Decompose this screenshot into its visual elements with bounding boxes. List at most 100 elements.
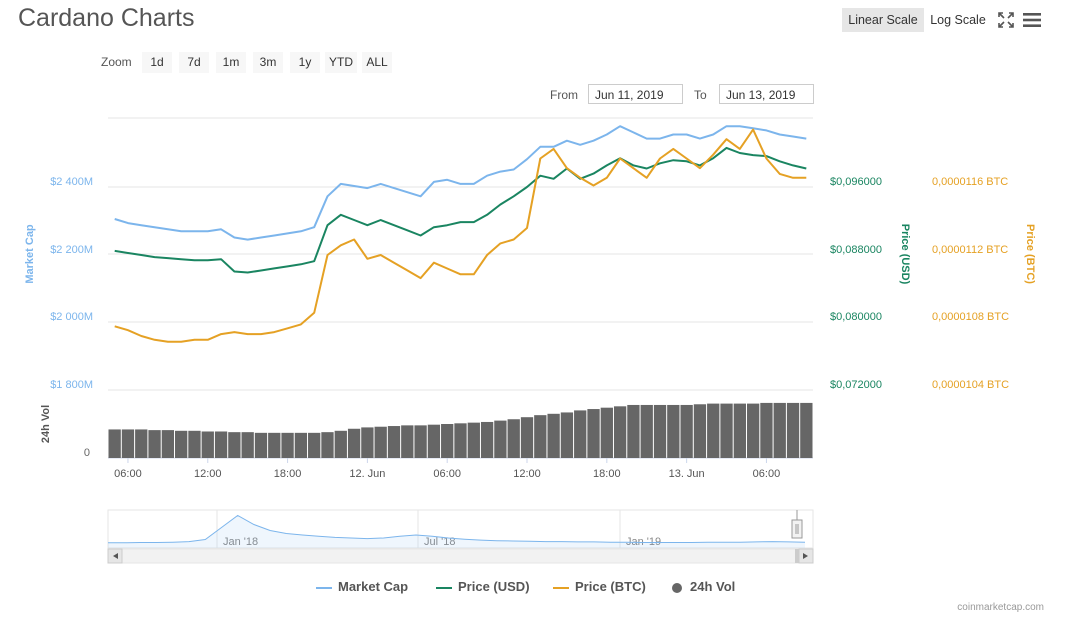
price-usd-tick-label: $0,088000	[830, 244, 882, 256]
volume-bar	[627, 404, 640, 458]
volume-bar	[480, 421, 494, 458]
x-tick-label: 13. Jun	[669, 468, 705, 480]
legend-price-btc[interactable]: Price (BTC)	[553, 579, 646, 594]
volume-bar	[201, 431, 214, 458]
zoom-7d-button[interactable]: 7d	[179, 52, 209, 73]
price-btc-line	[114, 128, 807, 343]
volume-bar	[308, 432, 321, 458]
price-usd-tick-label: $0,096000	[830, 176, 882, 188]
to-label: To	[694, 88, 707, 102]
volume-bar	[467, 422, 480, 458]
volume-bar	[294, 432, 308, 458]
volume-bar	[441, 424, 454, 458]
scroll-right-arrow-icon	[803, 553, 808, 559]
legend-24h-vol[interactable]: 24h Vol	[672, 579, 735, 594]
scrollbar-track[interactable]	[107, 548, 814, 564]
log-scale-button[interactable]: Log Scale	[930, 13, 986, 27]
volume-bar	[494, 420, 507, 458]
menu-icon[interactable]	[1022, 10, 1042, 30]
linear-scale-button[interactable]: Linear Scale	[842, 8, 924, 32]
volume-bar	[746, 403, 760, 458]
volume-bar	[560, 412, 574, 458]
x-tick-label: 06:00	[753, 468, 781, 480]
volume-tick-label: 0	[84, 447, 90, 459]
x-tick-label: 06:00	[433, 468, 461, 480]
price-btc-tick-label: 0,0000104 BTC	[932, 379, 1009, 391]
scrollbar-thumb[interactable]	[795, 549, 799, 563]
x-tick-label: 12:00	[513, 468, 541, 480]
market-cap-tick-label: $2 200M	[50, 244, 93, 256]
zoom-3m-button[interactable]: 3m	[253, 52, 283, 73]
x-tick-label: 12. Jun	[349, 468, 385, 480]
volume-bar	[121, 429, 135, 458]
volume-bar	[600, 407, 613, 458]
legend-24h-vol-swatch	[672, 582, 682, 593]
volume-bar	[427, 424, 441, 458]
navigator-line	[108, 514, 806, 544]
volume-bar	[347, 428, 361, 458]
legend-market-cap-label: Market Cap	[338, 579, 409, 594]
volume-bar	[148, 430, 161, 458]
zoom-label: Zoom	[101, 55, 132, 69]
volume-bar	[188, 430, 201, 458]
market-cap-tick-label: $2 400M	[50, 176, 93, 188]
volume-bar	[653, 404, 667, 458]
credit-link[interactable]: coinmarketcap.com	[957, 602, 1044, 613]
volume-bar	[760, 402, 773, 458]
volume-bar	[374, 426, 387, 458]
volume-bar	[281, 432, 294, 458]
legend-price-usd-swatch	[436, 586, 452, 589]
volume-bar	[241, 432, 254, 458]
volume-axis-title: 24h Vol	[40, 405, 52, 443]
x-tick-label: 18:00	[274, 468, 302, 480]
market-cap-tick-label: $1 800M	[50, 379, 93, 391]
volume-bar	[268, 432, 281, 458]
legend-price-usd[interactable]: Price (USD)	[436, 579, 530, 594]
page-title: Cardano Charts	[18, 4, 195, 32]
volume-bar	[680, 404, 693, 458]
price-usd-tick-label: $0,080000	[830, 311, 882, 323]
from-date-input[interactable]: Jun 11, 2019	[588, 84, 683, 104]
volume-bar	[547, 413, 560, 458]
volume-bar	[175, 430, 188, 458]
volume-bar	[693, 404, 707, 458]
volume-bar	[228, 432, 241, 458]
navigator-label: Jan '18	[223, 536, 258, 548]
volume-bar	[108, 429, 121, 458]
price-usd-axis-title: Price (USD)	[899, 224, 911, 285]
from-label: From	[550, 88, 578, 102]
volume-bar	[613, 406, 627, 458]
volume-bar	[773, 402, 786, 458]
volume-bar	[587, 409, 600, 458]
scroll-left-arrow-icon	[113, 553, 118, 559]
volume-bar	[800, 402, 813, 458]
legend-market-cap[interactable]: Market Cap	[316, 579, 408, 594]
zoom-ytd-button[interactable]: YTD	[325, 52, 357, 73]
volume-bar	[507, 419, 520, 458]
legend-market-cap-swatch	[316, 586, 332, 589]
volume-bar	[667, 404, 680, 458]
market-cap-line	[114, 125, 807, 241]
navigator-handle[interactable]	[791, 519, 803, 539]
navigator-label: Jan '19	[626, 536, 661, 548]
to-date-input[interactable]: Jun 13, 2019	[719, 84, 814, 104]
volume-bar	[214, 431, 228, 458]
zoom-1d-button[interactable]: 1d	[142, 52, 172, 73]
volume-bar	[640, 404, 653, 458]
navigator-label: Jul '18	[424, 536, 455, 548]
zoom-1m-button[interactable]: 1m	[216, 52, 246, 73]
volume-bar	[334, 430, 347, 458]
price-btc-tick-label: 0,0000108 BTC	[932, 311, 1009, 323]
fullscreen-icon[interactable]	[996, 10, 1016, 30]
volume-bar	[414, 425, 427, 458]
volume-bar	[321, 432, 334, 458]
legend-24h-vol-label: 24h Vol	[690, 579, 736, 594]
zoom-1y-button[interactable]: 1y	[290, 52, 320, 73]
volume-bar	[574, 410, 587, 458]
volume-bar	[733, 403, 746, 458]
zoom-all-button[interactable]: ALL	[362, 52, 392, 73]
volume-bar	[520, 417, 534, 458]
volume-bar	[454, 423, 467, 458]
volume-bar	[361, 427, 374, 458]
